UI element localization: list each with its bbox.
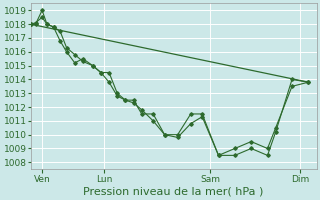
X-axis label: Pression niveau de la mer( hPa ): Pression niveau de la mer( hPa ) xyxy=(84,187,264,197)
